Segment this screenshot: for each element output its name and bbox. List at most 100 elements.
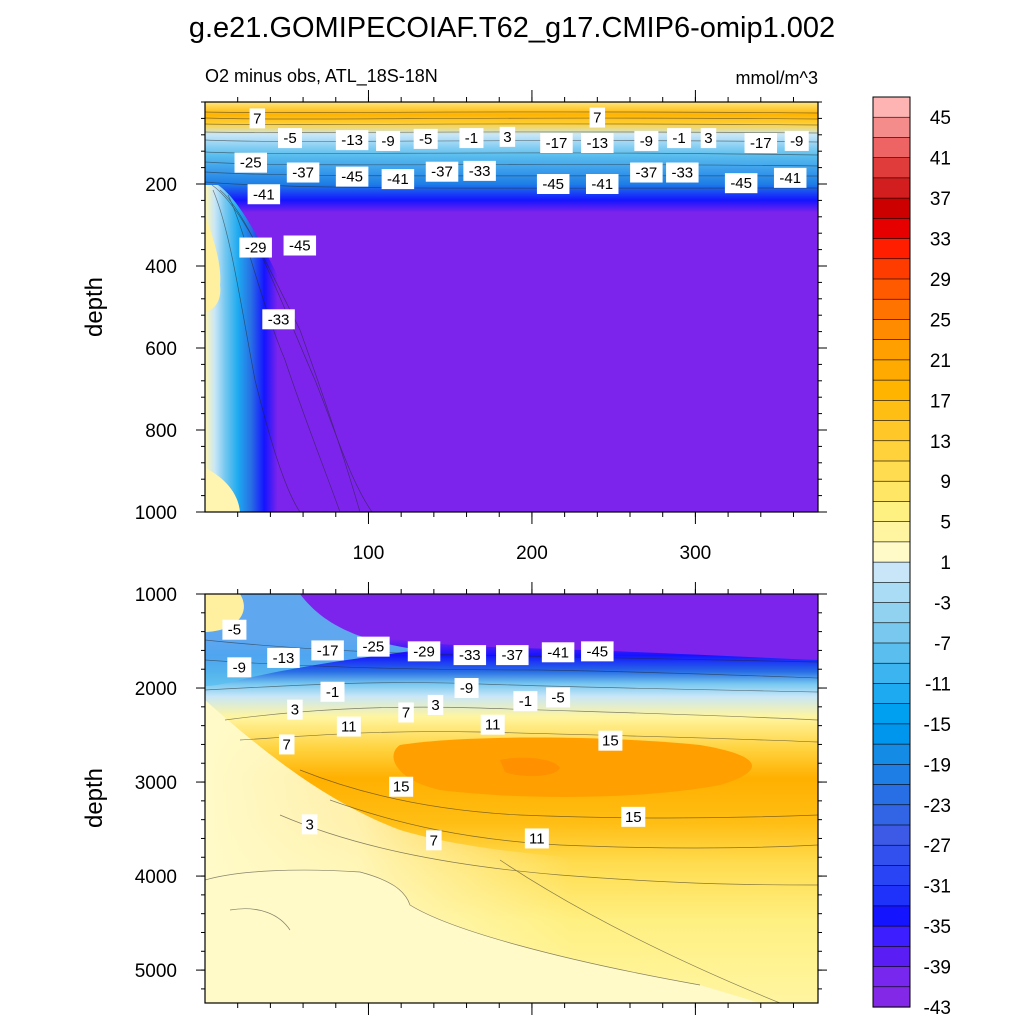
contour-label-bg <box>463 160 496 181</box>
colorbar-tick-label: 41 <box>930 149 951 170</box>
contour-label: -13 <box>581 133 614 153</box>
colorbar-swatch <box>872 804 911 826</box>
contour-label: -33 <box>262 309 295 330</box>
colorbar-swatch <box>872 885 911 907</box>
contour-label: 7 <box>398 702 414 723</box>
colorbar-swatch <box>872 905 911 927</box>
contour-label: -17 <box>540 133 573 153</box>
y-tick-label: 5000 <box>135 961 177 982</box>
colorbar-swatch <box>872 824 911 846</box>
colorbar-tick-label: 13 <box>930 432 951 453</box>
lower-y-axis-title: depth <box>81 768 108 828</box>
contour-label-bg <box>700 128 717 149</box>
contour-label-bg <box>454 678 479 699</box>
colorbar-swatch <box>872 197 911 219</box>
colorbar-tick-label: -35 <box>924 917 951 938</box>
upper-frame <box>204 101 819 513</box>
contour-label-bg <box>227 657 252 678</box>
contour-label-bg <box>320 681 345 702</box>
contour-label-text: -41 <box>253 186 275 203</box>
contour-label: -25 <box>234 152 268 173</box>
contour-label-text: -13 <box>273 650 295 667</box>
contour-label: 15 <box>621 806 646 827</box>
contour-label: -45 <box>536 174 570 194</box>
contour-label-text: -25 <box>363 639 385 656</box>
contour-label-text: -9 <box>790 133 803 150</box>
contour-label: 11 <box>524 828 549 849</box>
contour-label-text: -13 <box>341 132 363 149</box>
contour-label-text: -41 <box>387 171 409 188</box>
contour-label: -37 <box>286 162 320 183</box>
colorbar-swatch <box>872 986 911 1008</box>
colorbar-swatch <box>872 561 911 583</box>
colorbar-tick-label: -15 <box>924 715 951 736</box>
colorbar-swatch <box>872 622 911 644</box>
colorbar-swatch <box>872 521 911 543</box>
lower-core-max <box>393 737 753 797</box>
upper-west-patch-bottom <box>205 468 240 512</box>
chart-title: g.e21.GOMIPECOIAF.T62_g17.CMIP6-omip1.00… <box>189 12 835 44</box>
contour-label-bg <box>283 235 317 256</box>
contour-label: 7 <box>589 107 606 128</box>
colorbar-swatch <box>872 96 911 118</box>
colorbar-swatch <box>872 177 911 199</box>
contour-label-text: 7 <box>402 704 410 721</box>
colorbar-swatch <box>872 400 911 422</box>
contour-label-bg <box>267 647 300 668</box>
lower-contour-labels: -5-9-13 -17 -25 -29 -33 -37 -41 -45-1 -9-1 -53 7 31… <box>222 619 646 851</box>
contour-label-text: 7 <box>253 110 261 127</box>
contour-label: -33 <box>666 162 699 183</box>
contour-label: -45 <box>335 166 369 187</box>
colorbar-tick-label: -39 <box>924 958 951 979</box>
contour-label-bg <box>666 162 699 183</box>
contour-label-text: -9 <box>233 659 246 676</box>
x-tick-label: 100 <box>353 543 385 564</box>
contour-label-bg <box>222 619 247 640</box>
contour-label: 7 <box>426 830 442 851</box>
colorbar-swatch <box>872 420 911 442</box>
contour-label-text: -5 <box>228 622 241 639</box>
chart-subtitle: O2 minus obs, ATL_18S-18N <box>205 66 438 87</box>
contour-label-text: -29 <box>413 643 435 660</box>
colorbar-swatch <box>872 602 911 624</box>
contour-label-bg <box>540 133 573 153</box>
colorbar-frame <box>872 96 911 1008</box>
contour-label-text: 15 <box>625 809 642 826</box>
contour-label: -9 <box>454 678 479 699</box>
contour-label: 3 <box>700 128 717 149</box>
contour-label: -17 <box>311 640 344 661</box>
contour-label: -1 <box>459 128 484 149</box>
contour-label-bg <box>784 130 809 151</box>
colorbar-swatch <box>872 642 911 664</box>
colorbar-swatch <box>872 723 911 745</box>
contour-label: -5 <box>413 128 438 149</box>
contour-label-bg <box>536 174 570 194</box>
contour-label-bg <box>262 309 295 330</box>
contour-label-text: -5 <box>419 131 432 148</box>
colorbar-tick-label: -43 <box>924 998 951 1019</box>
contour-label: -25 <box>357 636 390 657</box>
y-tick-label: 4000 <box>135 867 177 888</box>
contour-label-bg <box>459 128 484 149</box>
contour-label-text: -37 <box>292 165 314 182</box>
contour-label-text: 15 <box>393 779 410 796</box>
colorbar-tick-label: -23 <box>924 796 951 817</box>
upper-x-ticks: 100 200 300 <box>237 90 794 564</box>
colorbar-swatch <box>872 966 911 988</box>
contour-label: -1 <box>667 128 692 149</box>
contour-label-bg <box>398 702 414 723</box>
colorbar-swatch <box>872 339 911 361</box>
colorbar-swatch <box>872 582 911 604</box>
contour-label: -1 <box>513 691 538 712</box>
colorbar-swatch <box>872 703 911 725</box>
contour-label-text: 7 <box>593 110 601 127</box>
contour-label-bg <box>381 169 415 190</box>
contour-label-text: -1 <box>519 693 532 710</box>
upper-contour-labels: 7 7-5 -13 -9 -5 -1 3 -17 -13 -9 -1 3 -17 -9-25-37 -45-… <box>234 107 809 330</box>
contour-label: -13 <box>267 647 300 668</box>
contour-label: -33 <box>453 645 487 666</box>
contour-label: -41 <box>585 174 619 194</box>
contour-label-text: -17 <box>546 135 568 152</box>
